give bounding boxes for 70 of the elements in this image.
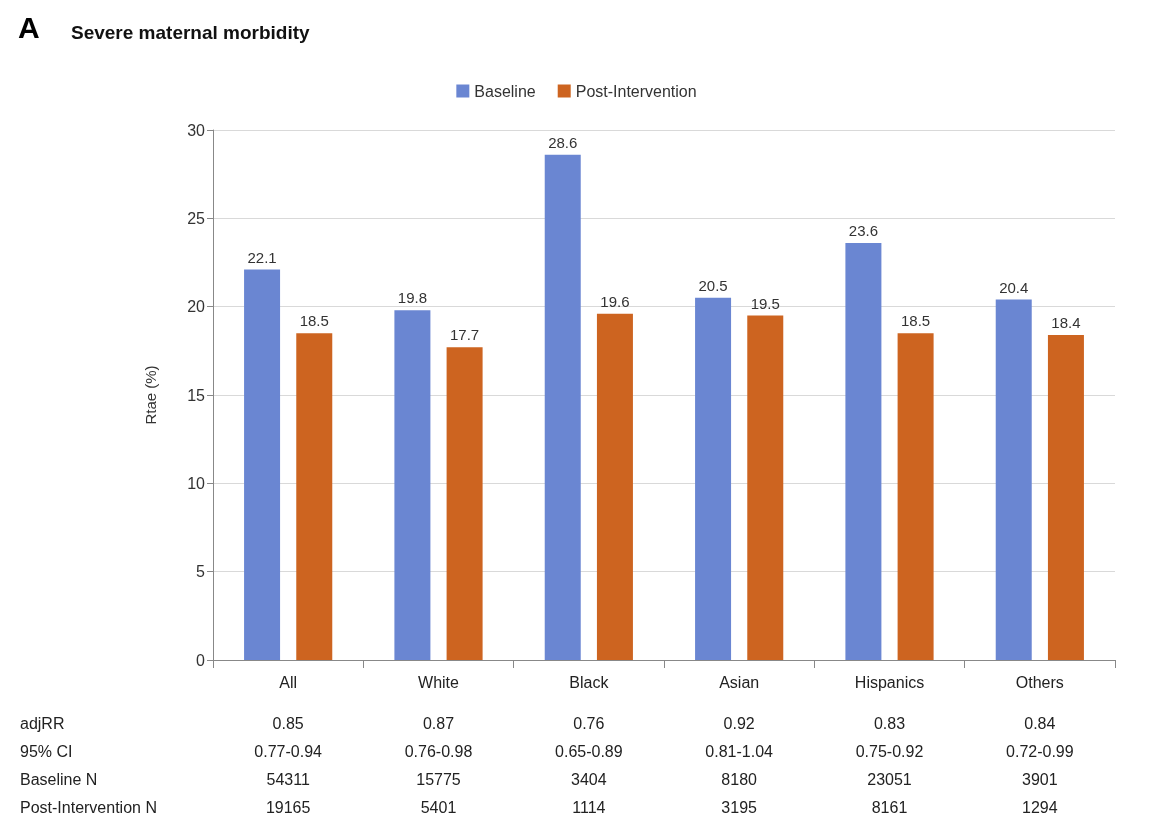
text: 0.77-0.94: [254, 742, 323, 760]
x-tick-label: White: [418, 673, 460, 691]
text: 8161: [871, 798, 908, 816]
text: 0.76: [573, 714, 605, 732]
bar: [244, 269, 281, 660]
data-label: 20.5: [698, 276, 728, 294]
x-tick-label: All: [279, 673, 298, 691]
text: A: [18, 10, 40, 44]
x-tick-label: Asian: [719, 673, 760, 691]
x-tick-label: Others: [1015, 673, 1064, 691]
text: 15775: [416, 770, 461, 788]
text: 54311: [266, 770, 310, 788]
y-tick-label: 15: [187, 386, 206, 404]
bar: [995, 299, 1032, 660]
bar: [845, 243, 882, 660]
text: 8180: [721, 770, 758, 788]
y-tick-label: 5: [196, 563, 206, 581]
data-label: 18.4: [1051, 313, 1081, 331]
text: 5401: [420, 798, 457, 816]
text: Post-Intervention N: [20, 798, 157, 816]
text: Baseline N: [20, 770, 98, 788]
text: 0.75-0.92: [855, 742, 924, 760]
bar: [897, 333, 934, 660]
bar: [446, 347, 483, 660]
text: 23051: [867, 770, 912, 788]
text: 3195: [721, 798, 758, 816]
text: 3901: [1022, 770, 1058, 788]
text: 0.87: [422, 714, 455, 732]
y-tick-label: 20: [187, 298, 206, 316]
data-label: 18.5: [901, 312, 931, 330]
text: 1294: [1022, 798, 1058, 816]
data-label: 20.4: [999, 278, 1029, 296]
text: 0.81-1.04: [705, 742, 774, 760]
bar: [1047, 334, 1084, 660]
text: 1114: [572, 798, 606, 816]
text: 0.76-0.98: [404, 742, 473, 760]
data-label: 17.7: [450, 326, 480, 344]
text: 0.83: [873, 714, 906, 732]
text: 95% CI: [20, 742, 73, 760]
data-label: 28.6: [548, 133, 578, 151]
y-tick-label: 10: [187, 474, 206, 492]
text: 0.84: [1024, 714, 1056, 732]
y-tick-label: 30: [187, 121, 206, 139]
text: 3404: [571, 770, 607, 788]
bar: [544, 154, 581, 660]
legend-label: Baseline: [474, 82, 536, 100]
bar: [296, 333, 333, 660]
bar: [695, 297, 732, 660]
y-axis-title: Rtae (%): [142, 365, 159, 425]
bar: [596, 313, 633, 660]
text: 0.92: [723, 714, 755, 732]
bar: [747, 315, 784, 660]
y-tick-label: 0: [196, 651, 206, 669]
x-tick-label: Hispanics: [854, 673, 925, 691]
data-label: 19.5: [750, 294, 780, 312]
text: 19165: [265, 798, 311, 816]
legend-label: Post-Intervention: [575, 82, 697, 100]
bar: [394, 310, 431, 660]
text: 0.72-0.99: [1006, 742, 1074, 760]
data-label: 18.5: [299, 312, 329, 330]
text: 0.65-0.89: [555, 742, 623, 760]
y-tick-label: 25: [187, 209, 206, 227]
x-tick-label: Black: [569, 673, 610, 691]
data-label: 22.1: [247, 248, 277, 266]
data-label: 23.6: [848, 222, 878, 240]
chart-title: Severe maternal morbidity: [71, 22, 311, 43]
data-label: 19.8: [397, 289, 427, 307]
data-label: 19.6: [600, 292, 630, 310]
text: 0.85: [272, 714, 304, 732]
text: adjRR: [20, 714, 65, 732]
